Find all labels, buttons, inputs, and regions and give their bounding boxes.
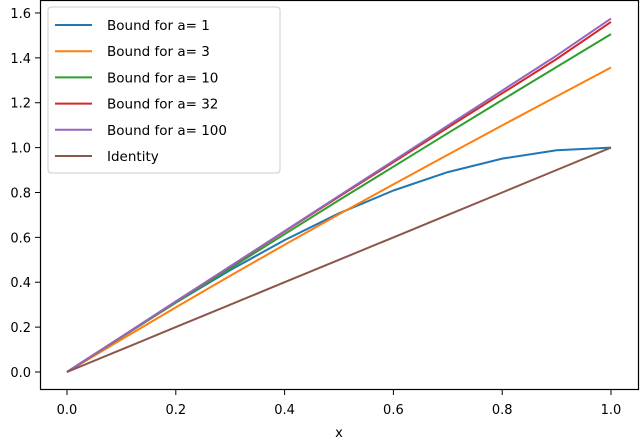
- y-tick-label: 1.6: [10, 7, 31, 22]
- x-tick-label: 0.6: [383, 403, 404, 418]
- y-axis: 0.0 0.2 0.4 0.6 0.8 1.0 1.2 1.4 1.6: [10, 7, 40, 381]
- x-tick-label: 0.2: [165, 403, 186, 418]
- series-line-4: [66, 17, 612, 373]
- y-tick-label: 0.0: [10, 366, 31, 381]
- y-tick-label: 0.4: [10, 276, 31, 291]
- x-tick-label: 0.4: [274, 403, 295, 418]
- y-tick-label: 0.2: [10, 321, 31, 336]
- legend: Bound for a= 1 Bound for a= 3 Bound for a=…: [47, 6, 281, 174]
- legend-label: Bound for a= 100: [107, 123, 227, 139]
- x-axis-label: x: [335, 426, 343, 441]
- legend-label: Bound for a= 3: [107, 44, 210, 60]
- legend-box: [47, 6, 281, 174]
- x-tick-label: 0.8: [492, 403, 513, 418]
- plot-area: [66, 17, 612, 373]
- legend-label: Bound for a= 10: [107, 70, 218, 86]
- series-line-5: [66, 146, 612, 373]
- x-tick-label: 1.0: [601, 403, 622, 418]
- x-axis: 0.0 0.2 0.4 0.6 0.8 1.0: [57, 390, 622, 418]
- legend-label: Identity: [107, 149, 159, 165]
- y-tick-label: 0.8: [10, 186, 31, 201]
- series-line-1: [66, 66, 612, 373]
- x-tick-label: 0.0: [57, 403, 78, 418]
- legend-label: Bound for a= 1: [107, 18, 210, 34]
- y-tick-label: 1.0: [10, 142, 31, 157]
- y-tick-label: 0.6: [10, 231, 31, 246]
- axes-frame: [39, 0, 640, 391]
- legend-label: Bound for a= 32: [107, 97, 218, 113]
- y-tick-label: 1.2: [10, 97, 31, 112]
- y-tick-label: 1.4: [10, 52, 31, 67]
